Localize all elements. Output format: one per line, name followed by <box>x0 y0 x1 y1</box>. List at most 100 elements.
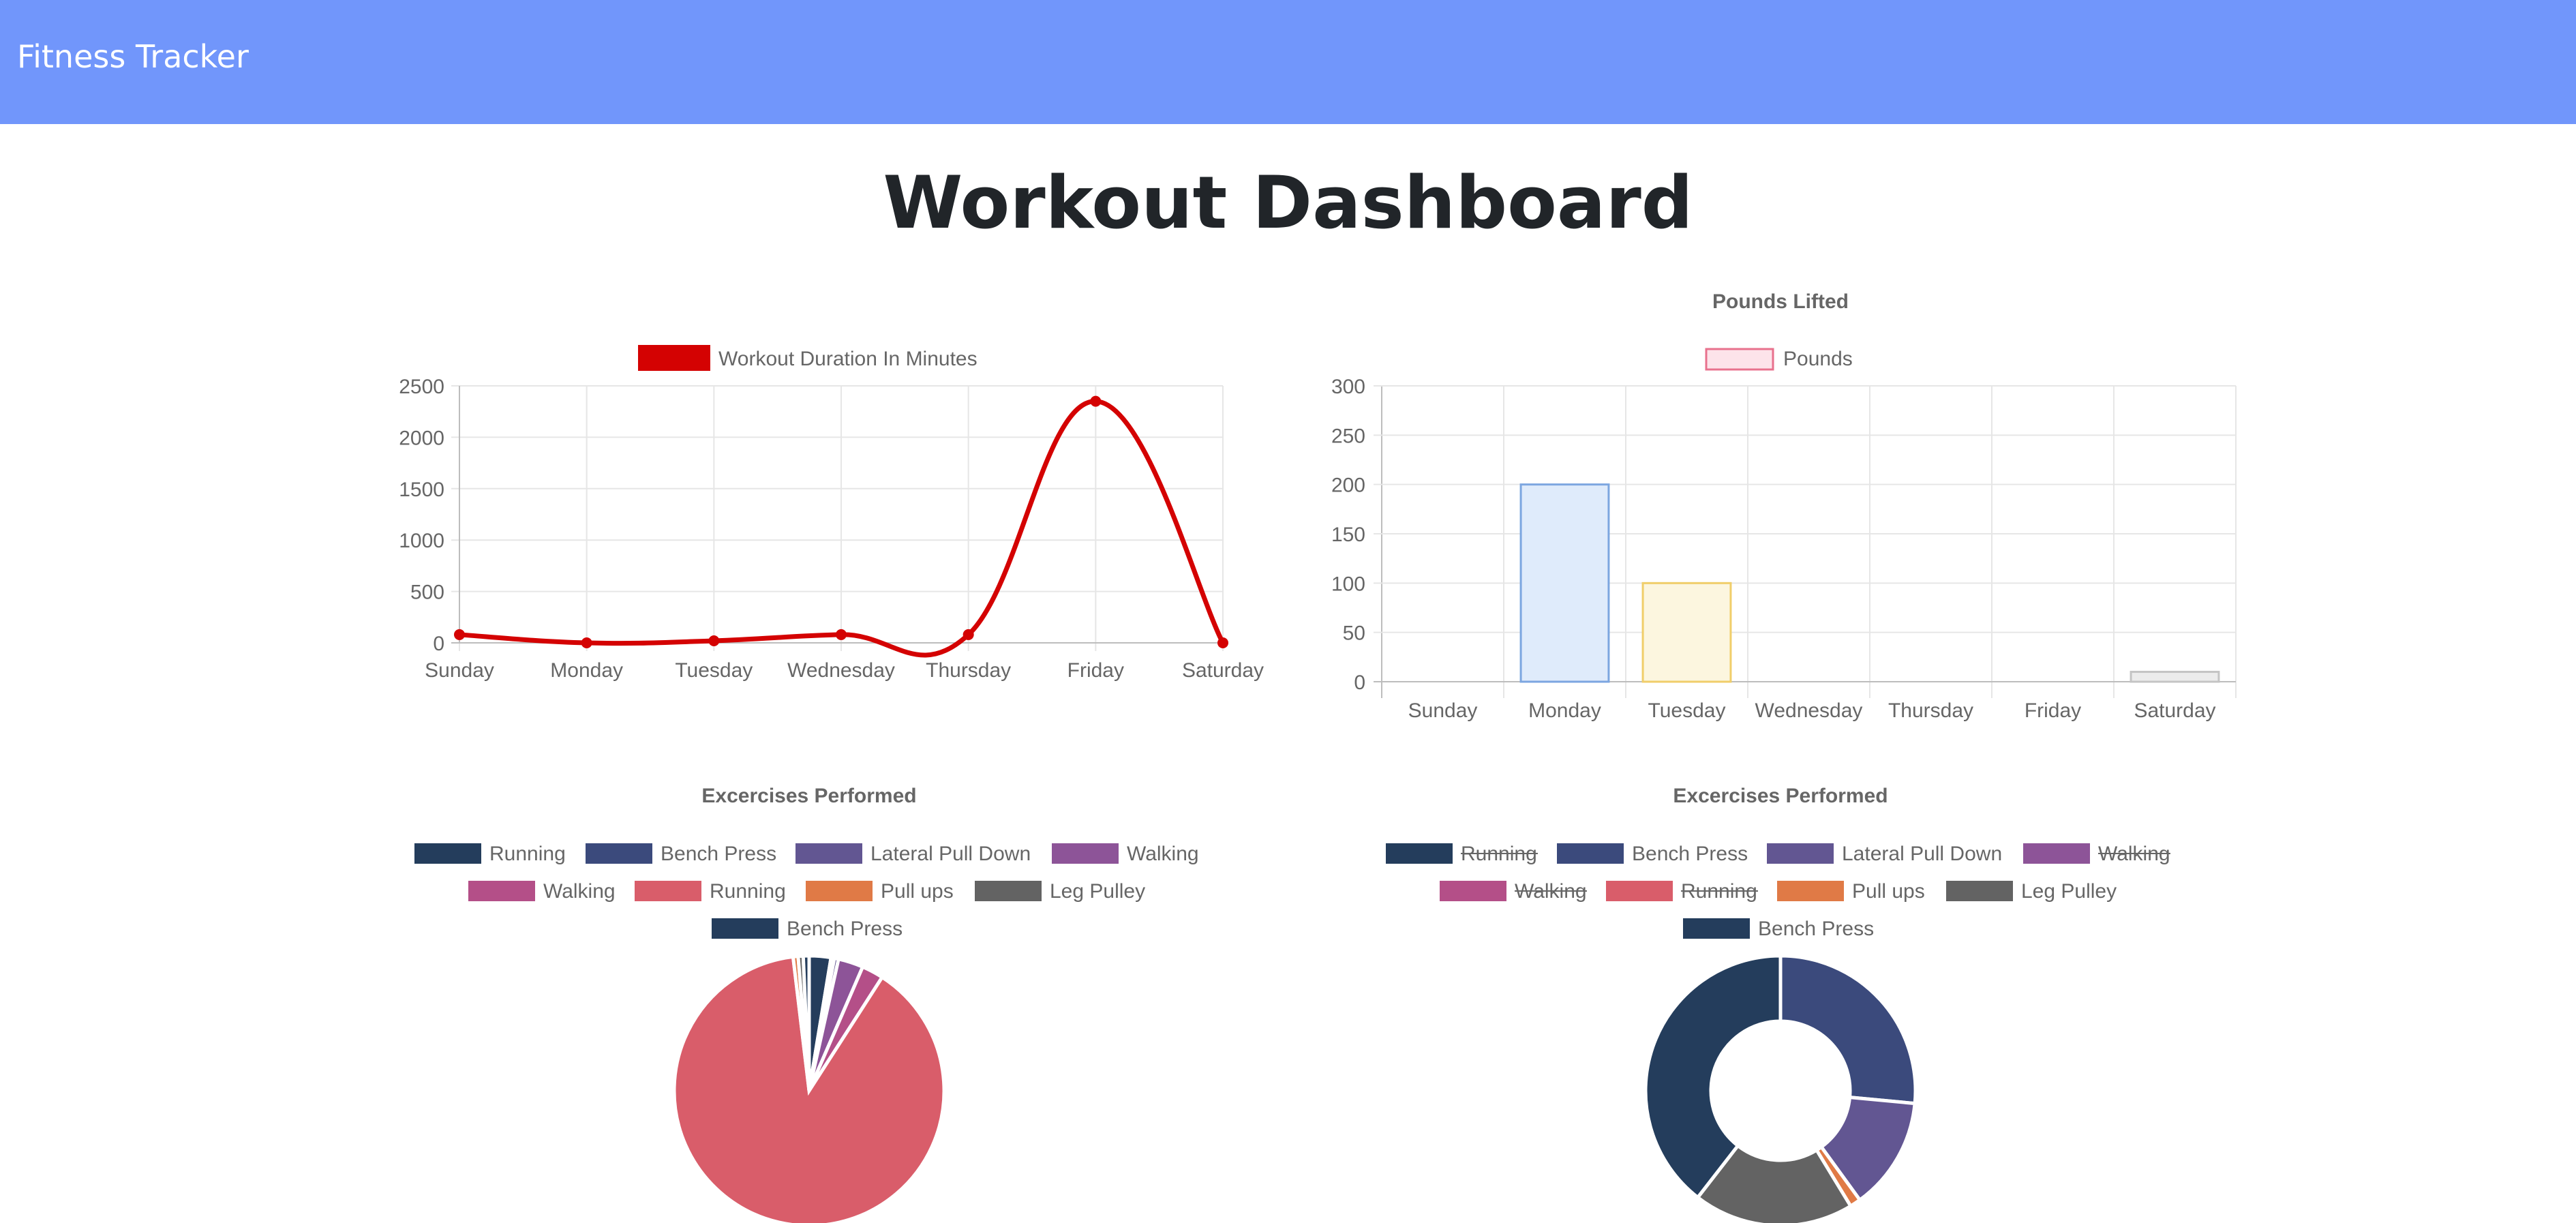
legend-label: Walking <box>543 880 616 903</box>
legend-label: Running <box>489 843 566 865</box>
y-tick-label: 100 <box>1331 573 1365 595</box>
x-tick-label: Wednesday <box>787 659 895 682</box>
x-tick-label: Saturday <box>2134 699 2215 722</box>
y-tick-label: 250 <box>1331 425 1365 447</box>
slice <box>672 954 946 1223</box>
legend-swatch <box>1557 843 1624 864</box>
legend-swatch <box>1705 348 1774 371</box>
legend-swatch <box>712 918 778 939</box>
legend-swatch <box>414 843 481 864</box>
legend-item: Bench Press <box>1557 843 1748 865</box>
slice <box>1778 954 1918 1106</box>
legend-item: Leg Pulley <box>975 880 1145 903</box>
legend-label: Workout Duration In Minutes <box>718 348 978 370</box>
legend-item: Running <box>635 880 786 903</box>
legend-swatch <box>1440 881 1506 901</box>
legend-label: Leg Pulley <box>1050 880 1145 903</box>
duration-point <box>1090 395 1102 407</box>
chart-title: Excercises Performed <box>1673 785 1888 807</box>
y-tick-label: 200 <box>1331 474 1365 497</box>
legend-swatch <box>635 881 701 901</box>
legend-swatch <box>975 881 1042 901</box>
legend-item: Pull ups <box>806 880 954 903</box>
legend-swatch <box>586 843 652 864</box>
duration-point <box>836 629 847 640</box>
legend-label: Pull ups <box>881 880 954 903</box>
legend-item: Leg Pulley <box>1946 880 2117 903</box>
legend-item: Pull ups <box>1777 880 1925 903</box>
y-tick-label: 2000 <box>399 427 444 449</box>
slice <box>1643 954 1783 1200</box>
legend-swatch <box>1606 881 1673 901</box>
pounds-bar <box>1641 582 1732 683</box>
duration-point <box>581 637 592 648</box>
y-tick-label: 0 <box>1354 671 1365 694</box>
legend-item: Bench Press <box>712 918 903 940</box>
page-title: Workout Dashboard <box>883 161 1693 245</box>
legend-label: Walking <box>1127 843 1199 865</box>
legend-swatch <box>1683 918 1750 939</box>
y-tick-label: 50 <box>1343 622 1365 645</box>
legend-item: Walking <box>1440 880 1587 903</box>
legend-label: Lateral Pull Down <box>870 843 1031 865</box>
pounds-bar <box>2130 671 2220 683</box>
legend-item: Lateral Pull Down <box>1767 843 2002 865</box>
y-tick-label: 0 <box>433 633 444 655</box>
y-tick-label: 2500 <box>399 376 444 398</box>
workout-duration-line-chart: 0 500 1000 1500 2000 2500 Sunday Monday Tuesday W… <box>399 345 1264 682</box>
legend-label: Bench Press <box>1632 843 1748 865</box>
x-tick-label: Friday <box>1067 659 1124 682</box>
legend-swatch <box>1052 843 1119 864</box>
x-tick-label: Sunday <box>425 659 494 682</box>
legend-label: Bench Press <box>661 843 776 865</box>
x-tick-label: Thursday <box>1888 699 1973 722</box>
legend-label: Bench Press <box>1758 918 1874 940</box>
duration-point <box>454 629 465 640</box>
duration-point <box>708 635 720 646</box>
legend-item: Walking <box>468 880 616 903</box>
x-tick-label: Monday <box>550 659 623 682</box>
legend-swatch <box>1777 881 1844 901</box>
legend-swatch <box>795 843 862 864</box>
y-tick-label: 1500 <box>399 479 444 501</box>
legend-swatch <box>1767 843 1834 864</box>
legend-label: Leg Pulley <box>2021 880 2117 903</box>
legend-item: Bench Press <box>1683 918 1874 940</box>
legend-item: Running <box>1606 880 1758 903</box>
legend-swatch <box>468 881 535 901</box>
y-tick-label: 500 <box>410 582 444 604</box>
legend-item: Running <box>414 843 566 865</box>
duration-point <box>1217 637 1228 648</box>
pounds-bar <box>1519 483 1610 683</box>
x-tick-label: Tuesday <box>1648 699 1726 722</box>
x-tick-label: Sunday <box>1408 699 1478 722</box>
legend-item: Running <box>1386 843 1538 865</box>
pounds-lifted-bar-chart: Pounds Lifted 0 50 100 150 200 250 300 Sunday Mon… <box>1331 290 2237 722</box>
brand-link[interactable]: Fitness Tracker <box>17 38 249 75</box>
duration-line <box>459 399 1226 658</box>
legend-label: Bench Press <box>787 918 903 940</box>
legend-item: Bench Press <box>586 843 776 865</box>
legend-label: Pounds <box>1783 348 1853 370</box>
legend-label: Running <box>710 880 786 903</box>
legend-item: Lateral Pull Down <box>795 843 1031 865</box>
chart-title: Pounds Lifted <box>1712 290 1849 313</box>
navbar: Fitness Tracker <box>0 0 2576 124</box>
y-tick-label: 300 <box>1331 376 1365 398</box>
x-tick-label: Friday <box>2025 699 2081 722</box>
legend-swatch <box>806 881 873 901</box>
duration-point <box>963 629 974 640</box>
legend-label: Pull ups <box>1852 880 1925 903</box>
y-tick-label: 150 <box>1331 524 1365 546</box>
x-tick-label: Thursday <box>926 659 1011 682</box>
legend-swatch <box>2023 843 2090 864</box>
x-tick-label: Wednesday <box>1755 699 1863 722</box>
legend-swatch <box>1386 843 1453 864</box>
x-tick-label: Tuesday <box>675 659 753 682</box>
legend-swatch <box>1946 881 2013 901</box>
slice <box>801 954 811 1091</box>
x-tick-label: Monday <box>1528 699 1601 722</box>
